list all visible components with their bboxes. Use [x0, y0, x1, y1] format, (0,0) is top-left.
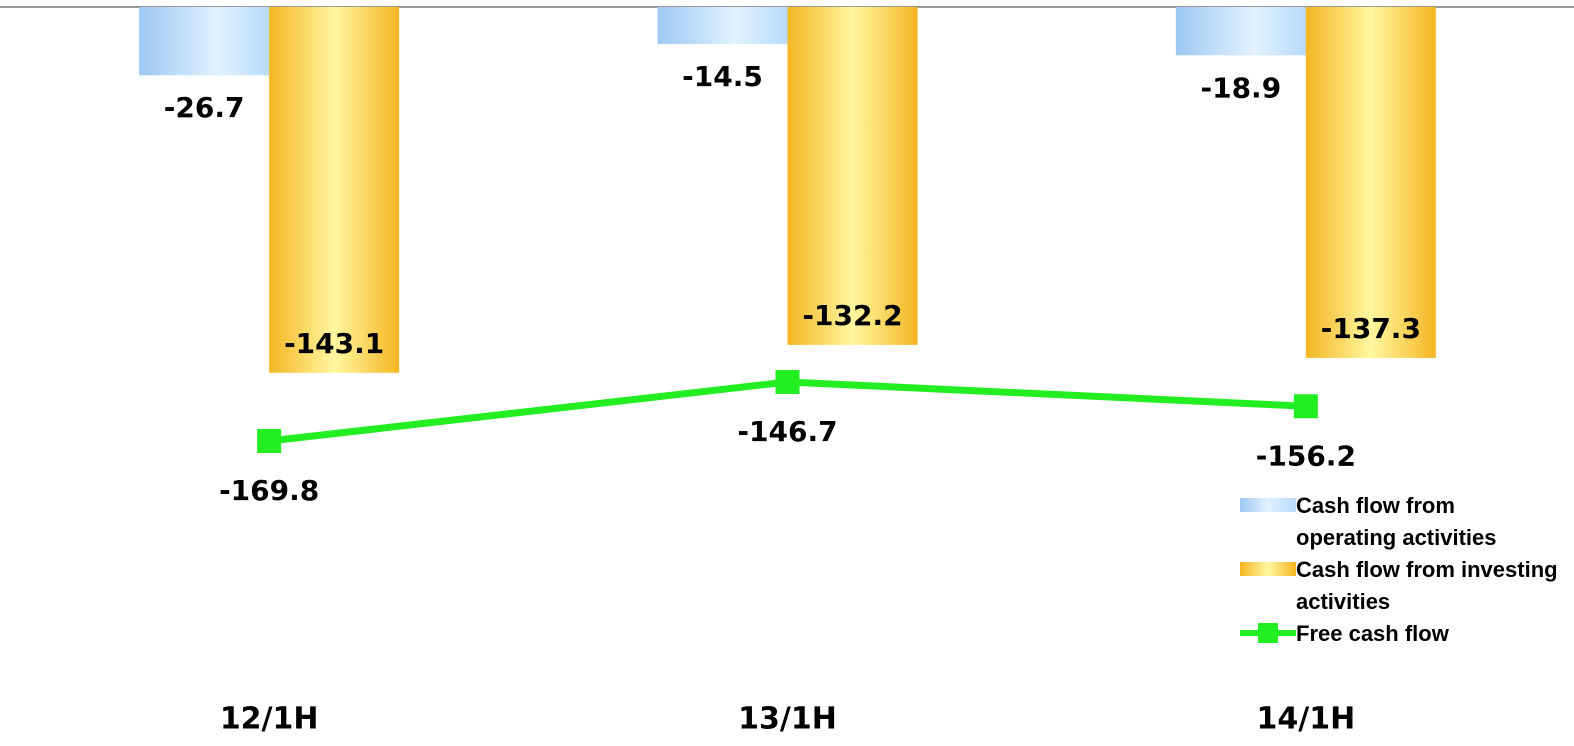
- x-tick-label: 12/1H: [220, 702, 319, 737]
- legend-swatch: [1240, 562, 1296, 576]
- legend-swatch: [1240, 498, 1296, 512]
- legend-marker: [1258, 623, 1278, 643]
- legend-label: Free cash flow: [1296, 621, 1449, 646]
- bar: [787, 7, 918, 345]
- x-tick-label: 13/1H: [738, 702, 837, 737]
- bar: [269, 7, 400, 373]
- bar: [139, 7, 270, 76]
- data-label: -156.2: [1256, 439, 1356, 472]
- data-label: -26.7: [164, 91, 245, 124]
- data-label: -169.8: [219, 474, 319, 507]
- legend: Cash flow from operating activities Cash …: [1240, 490, 1558, 650]
- line-marker: [257, 429, 282, 454]
- line-marker: [1293, 394, 1318, 419]
- legend-item: Cash flow from investing activities: [1240, 554, 1558, 618]
- data-label: -137.3: [1321, 312, 1421, 345]
- data-label: -132.2: [802, 299, 902, 332]
- data-label: -18.9: [1200, 71, 1281, 104]
- bar: [1175, 7, 1306, 56]
- legend-label: Cash flow from investing activities: [1296, 557, 1558, 614]
- x-tick-label: 14/1H: [1256, 702, 1355, 737]
- legend-item: Cash flow from operating activities: [1240, 490, 1558, 554]
- bar: [1305, 7, 1436, 358]
- line-marker: [775, 369, 800, 394]
- data-label: -14.5: [682, 60, 763, 93]
- bar: [657, 7, 788, 45]
- data-label: -143.1: [284, 327, 384, 360]
- legend-item: Free cash flow: [1240, 618, 1558, 650]
- data-label: -146.7: [737, 415, 837, 448]
- legend-label: Cash flow from operating activities: [1296, 493, 1497, 550]
- legend-swatch: [1240, 623, 1296, 643]
